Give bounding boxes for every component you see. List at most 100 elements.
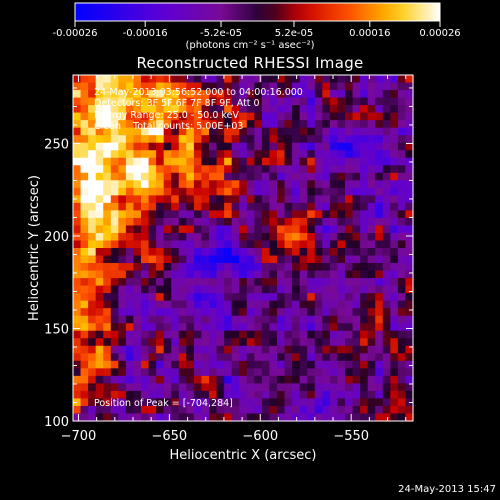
heatmap-cell <box>163 180 172 189</box>
heatmap-cell <box>186 142 195 151</box>
heatmap-cell <box>209 263 218 272</box>
heatmap-cell <box>163 157 172 166</box>
heatmap-cell <box>231 90 240 99</box>
heatmap-cell <box>246 157 255 166</box>
heatmap-cell <box>186 330 195 339</box>
heatmap-cell <box>118 165 127 174</box>
heatmap-cell <box>224 142 233 151</box>
heatmap-cell <box>322 345 331 354</box>
heatmap-cell <box>163 278 172 287</box>
heatmap-cell <box>390 390 399 400</box>
heatmap-cell <box>141 90 150 99</box>
heatmap-cell <box>254 293 263 302</box>
heatmap-cell <box>156 187 165 196</box>
heatmap-cell <box>209 202 218 211</box>
heatmap-cell <box>382 225 391 234</box>
heatmap-cell <box>193 248 203 257</box>
heatmap-cell <box>171 330 180 339</box>
heatmap-cell <box>224 360 233 369</box>
heatmap-cell <box>299 90 308 99</box>
heatmap-cell <box>125 383 135 392</box>
heatmap-cell <box>110 165 119 174</box>
heatmap-cell <box>360 210 369 219</box>
heatmap-cell <box>239 338 248 347</box>
heatmap-cell <box>390 127 399 136</box>
heatmap-cell <box>163 330 172 339</box>
heatmap-cell <box>345 293 354 302</box>
heatmap-cell <box>118 112 127 121</box>
heatmap-cell <box>216 195 225 204</box>
heatmap-cell <box>314 157 323 166</box>
heatmap-cell <box>284 142 293 151</box>
heatmap-cell <box>201 172 210 181</box>
heatmap-cell <box>148 195 157 204</box>
heatmap-cell <box>118 338 127 347</box>
heatmap-cell <box>322 308 331 317</box>
heatmap-cell <box>284 300 293 309</box>
heatmap-cell <box>133 150 142 159</box>
heatmap-cell <box>125 398 135 407</box>
heatmap-cell <box>95 375 104 384</box>
heatmap-cell <box>322 105 331 114</box>
heatmap-cell <box>118 225 127 234</box>
heatmap-cell <box>178 300 187 309</box>
heatmap-cell <box>352 127 361 136</box>
heatmap-cell <box>201 330 210 339</box>
heatmap-cell <box>110 150 119 159</box>
heatmap-cell <box>156 278 165 287</box>
heatmap-cell <box>375 112 384 121</box>
heatmap-cell <box>80 263 89 272</box>
heatmap-cell <box>277 97 286 106</box>
heatmap-cell <box>307 383 316 392</box>
heatmap-cell <box>337 165 346 174</box>
heatmap-cell <box>201 240 210 249</box>
heatmap-cell <box>186 172 195 181</box>
heatmap-cell <box>141 285 150 294</box>
heatmap-cell <box>382 368 391 377</box>
heatmap-cell <box>269 375 278 384</box>
heatmap-cell <box>390 210 399 219</box>
heatmap-cell <box>125 338 135 347</box>
heatmap-cell <box>367 360 376 369</box>
heatmap-cell <box>277 315 286 324</box>
heatmap-cell <box>231 278 240 287</box>
heatmap-cell <box>156 330 165 339</box>
heatmap-cell <box>277 375 286 384</box>
heatmap-cell <box>292 248 301 257</box>
heatmap-cell <box>360 82 369 91</box>
heatmap-cell <box>352 217 361 227</box>
heatmap-cell <box>125 278 135 287</box>
heatmap-cell <box>239 293 248 302</box>
heatmap-cell <box>163 285 172 294</box>
heatmap-cell <box>216 210 225 219</box>
heatmap-cell <box>95 187 104 196</box>
heatmap-cell <box>103 165 112 174</box>
heatmap-cell <box>231 338 240 347</box>
heatmap-cell <box>390 383 399 392</box>
heatmap-cell <box>269 157 278 166</box>
heatmap-cell <box>110 187 119 196</box>
heatmap-cell <box>209 127 218 136</box>
heatmap-cell <box>133 120 142 129</box>
heatmap-cell <box>367 323 376 332</box>
heatmap-cell <box>367 225 376 234</box>
heatmap-cell <box>193 300 203 309</box>
heatmap-cell <box>201 398 210 407</box>
heatmap-cell <box>375 225 384 234</box>
heatmap-cell <box>171 112 180 121</box>
heatmap-cell <box>88 375 97 384</box>
heatmap-cell <box>224 225 233 234</box>
heatmap-cell <box>239 278 248 287</box>
heatmap-cell <box>405 82 414 91</box>
heatmap-cell <box>337 172 346 181</box>
heatmap-cell <box>382 338 391 347</box>
heatmap-cell <box>88 150 97 159</box>
heatmap-cell <box>178 127 187 136</box>
heatmap-cell <box>345 202 354 211</box>
heatmap-cell <box>299 278 308 287</box>
heatmap-cell <box>224 263 233 272</box>
heatmap-cell <box>171 195 180 204</box>
heatmap-cell <box>314 180 323 189</box>
heatmap-cell <box>201 202 210 211</box>
heatmap-cell <box>360 120 369 129</box>
